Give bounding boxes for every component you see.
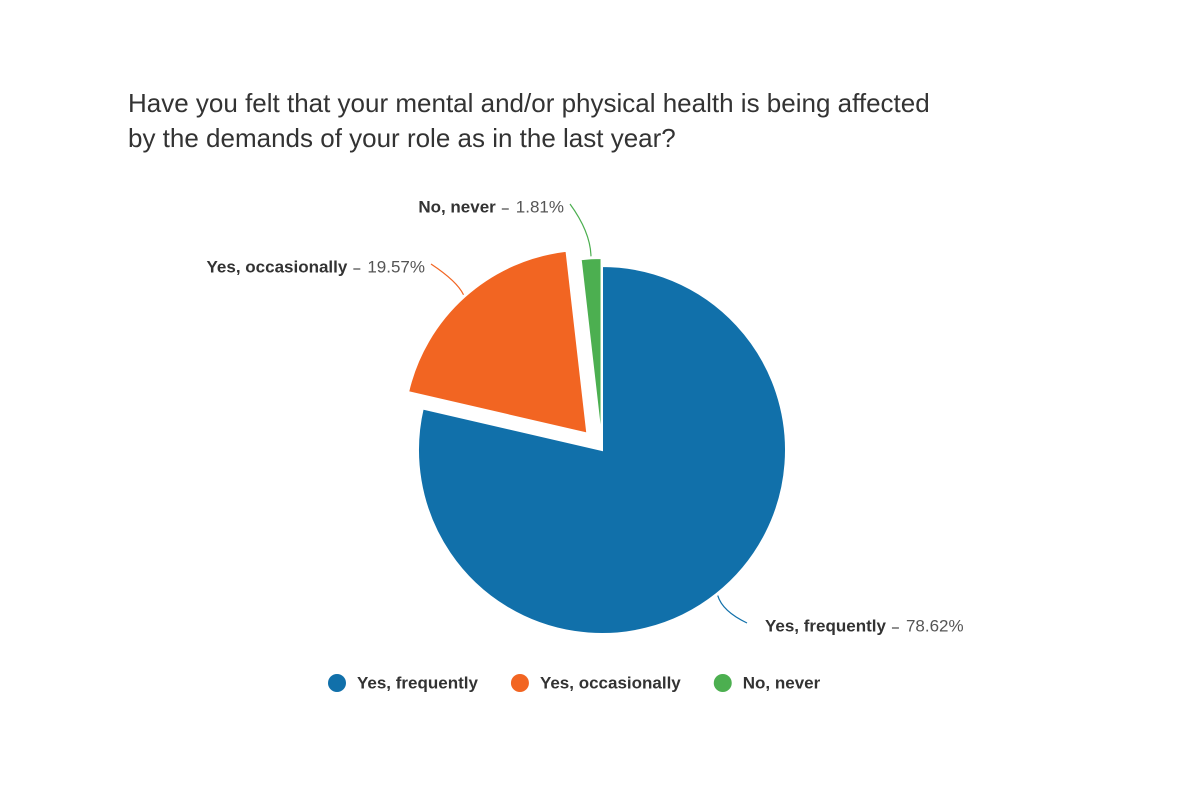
legend-marker: [713, 674, 732, 692]
pie-slice: [406, 249, 589, 435]
leader-line: [717, 595, 748, 624]
legend-label: No, never: [743, 673, 821, 692]
slice-label-value: 1.81%: [516, 197, 564, 216]
chart-title: Have you felt that your mental and/or ph…: [128, 88, 930, 153]
legend-label: Yes, frequently: [357, 673, 478, 692]
slice-label-name: No, never: [418, 197, 496, 216]
legend-marker: [510, 674, 529, 692]
pie-slice: [579, 257, 603, 443]
leader-line: [430, 263, 465, 296]
slice-label-name: Yes, frequently: [765, 616, 886, 635]
slice-label-value: 78.62%: [906, 616, 964, 635]
legend-label: Yes, occasionally: [540, 673, 681, 692]
slice-label-name: Yes, occasionally: [207, 257, 348, 276]
pie-slice: [417, 264, 787, 635]
slice-label-value: 19.57%: [367, 257, 425, 276]
legend-marker: [328, 674, 346, 692]
leader-line: [569, 203, 592, 257]
